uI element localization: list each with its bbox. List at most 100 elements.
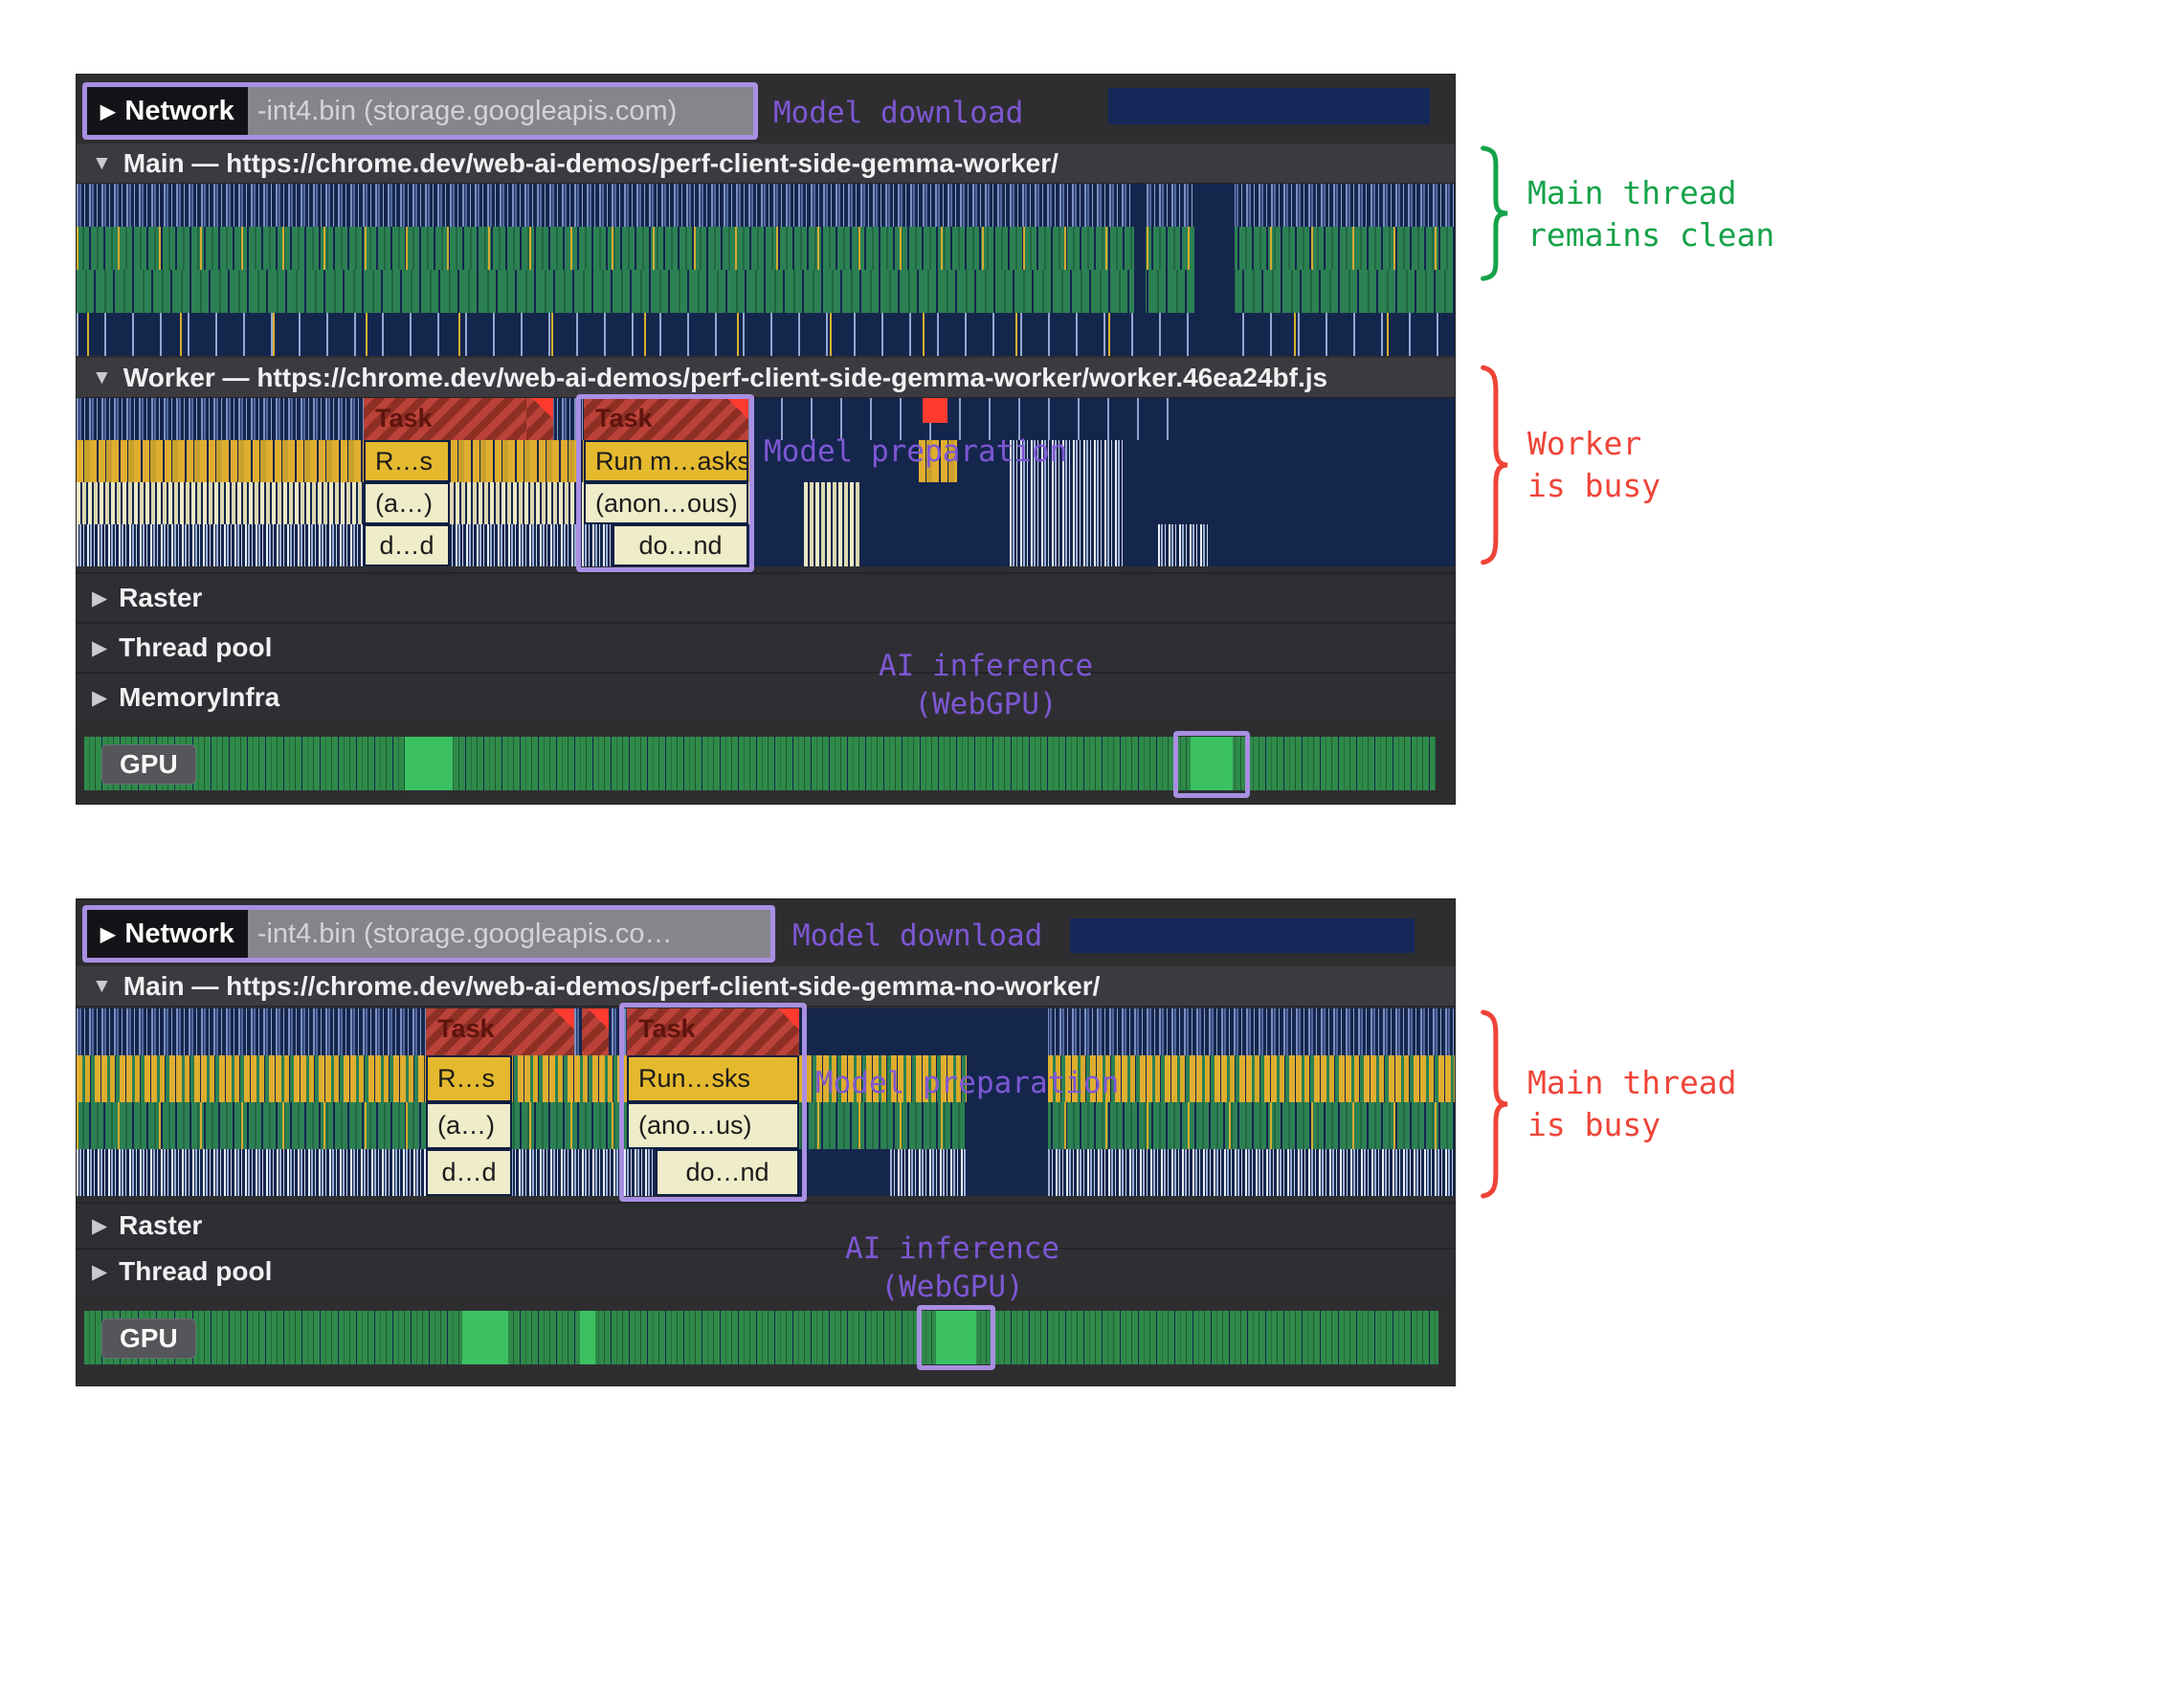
main-thread-busy-annotation: Main thread is busy: [1527, 1064, 1737, 1143]
main-track-title: Main — https://chrome.dev/web-ai-demos/p…: [123, 970, 1101, 1001]
thread-pool-track-label: Thread pool: [119, 632, 273, 662]
long-task-marker[interactable]: [582, 1008, 609, 1055]
worker-track-title: Worker — https://chrome.dev/web-ai-demos…: [123, 362, 1328, 392]
network-request-name: -int4.bin (storage.googleapis.co…: [256, 918, 673, 949]
function-block[interactable]: do…nd: [656, 1149, 799, 1196]
function-block[interactable]: d…d: [426, 1149, 512, 1196]
long-task-block[interactable]: Task: [627, 1008, 799, 1055]
worker-track-header[interactable]: ▼ Worker — https://chrome.dev/web-ai-dem…: [77, 358, 1455, 398]
thread-pool-track-header[interactable]: ▶ Thread pool: [77, 622, 1455, 672]
collapse-arrow-icon[interactable]: ▶: [92, 636, 108, 659]
thread-pool-track-header[interactable]: ▶ Thread pool: [77, 1248, 1455, 1294]
anonymous-block[interactable]: (anon…ous): [584, 482, 748, 524]
devtools-performance-panel-worker: ▶ Network -int4.bin (storage.googleapis.…: [77, 75, 1455, 804]
model-preparation-annotation: Model preparation: [764, 434, 1068, 469]
ai-inference-annotation: AI inference (WebGPU): [845, 1231, 1059, 1304]
long-task-block[interactable]: Task: [364, 398, 550, 440]
main-flame-row-3[interactable]: [77, 270, 1455, 313]
network-track-header[interactable]: ▶ Network -int4.bin (storage.googleapis.…: [87, 87, 753, 135]
green-brace: [1476, 145, 1512, 281]
collapse-arrow-icon[interactable]: ▶: [100, 923, 116, 945]
script-block[interactable]: Run…sks: [627, 1055, 799, 1102]
red-brace-worker: [1476, 364, 1512, 566]
worker-flame-chart[interactable]: Task R…s (a…) d…d Task Run m…asks (anon……: [77, 398, 1455, 566]
activity-cluster: [1010, 440, 1125, 566]
task-annotation-box: [619, 1003, 807, 1202]
idle-region: [799, 1149, 890, 1196]
collapse-arrow-icon[interactable]: ▶: [92, 587, 108, 609]
gpu-track-label[interactable]: GPU: [101, 1318, 196, 1359]
gpu-task-segment[interactable]: [580, 1311, 595, 1364]
gpu-annotation-box: [1173, 731, 1250, 798]
long-task-block[interactable]: Task: [584, 398, 748, 440]
main-track-header[interactable]: ▼ Main — https://chrome.dev/web-ai-demos…: [77, 144, 1455, 184]
ai-inference-annotation: AI inference (WebGPU): [879, 649, 1093, 721]
network-track-chip[interactable]: ▶ Network: [87, 87, 248, 135]
script-block[interactable]: R…s: [364, 440, 450, 482]
collapse-arrow-icon[interactable]: ▶: [92, 1260, 108, 1283]
network-track-row: ▶ Network -int4.bin (storage.googleapis.…: [77, 905, 1455, 964]
raster-track-header[interactable]: ▶ Raster: [77, 572, 1455, 622]
network-track-chip[interactable]: ▶ Network: [87, 910, 248, 958]
main-flame-chart[interactable]: Task R…s (a…) d…d Task Run…sks (ano…us) …: [77, 1008, 1455, 1196]
task-label: Task: [437, 1014, 495, 1043]
main-flame-row-4[interactable]: [77, 313, 1455, 356]
anonymous-block[interactable]: (a…): [426, 1102, 512, 1149]
function-block[interactable]: d…d: [364, 524, 450, 566]
main-thread-clean-annotation: Main thread remains clean: [1527, 174, 1775, 254]
long-task-marker: [923, 398, 947, 423]
activity-cluster: [804, 482, 861, 566]
raster-track-header[interactable]: ▶ Raster: [77, 1202, 1455, 1248]
script-block[interactable]: R…s: [426, 1055, 512, 1102]
network-track-label: Network: [124, 918, 234, 949]
activity-cluster: [1158, 524, 1211, 566]
expand-arrow-icon[interactable]: ▼: [92, 365, 112, 388]
main-track-title: Main — https://chrome.dev/web-ai-demos/p…: [123, 147, 1059, 178]
model-download-annotation: Model download: [773, 96, 1024, 130]
main-flame-chart[interactable]: [77, 184, 1455, 356]
red-brace-main: [1476, 1008, 1512, 1200]
network-request-bar[interactable]: [1108, 88, 1430, 124]
network-track-label: Network: [124, 95, 234, 126]
gpu-task-segment[interactable]: [462, 1311, 508, 1364]
collapse-arrow-icon[interactable]: ▶: [100, 100, 116, 122]
main-flame-row-2[interactable]: [77, 227, 1455, 270]
collapse-arrow-icon[interactable]: ▶: [92, 686, 108, 709]
idle-gap: [967, 1008, 1048, 1196]
main-flame-row-1[interactable]: [77, 184, 1455, 227]
expand-arrow-icon[interactable]: ▼: [92, 974, 112, 997]
network-track-header[interactable]: ▶ Network -int4.bin (storage.googleapis.…: [87, 910, 770, 958]
memory-infra-track-header[interactable]: ▶ MemoryInfra: [77, 672, 1455, 721]
expand-arrow-icon[interactable]: ▼: [92, 151, 112, 174]
model-download-annotation: Model download: [792, 919, 1043, 953]
main-track-header[interactable]: ▼ Main — https://chrome.dev/web-ai-demos…: [77, 966, 1455, 1007]
gpu-task-segment[interactable]: [405, 737, 453, 790]
task-label: Task: [375, 404, 433, 432]
task-label: Task: [638, 1014, 696, 1043]
network-request-bar[interactable]: [1070, 919, 1415, 953]
gpu-track-label[interactable]: GPU: [101, 744, 196, 785]
function-block[interactable]: do…nd: [613, 524, 748, 566]
activity-cluster: [919, 440, 957, 482]
long-task-marker[interactable]: [526, 398, 553, 440]
gpu-task-segment[interactable]: [936, 1311, 976, 1364]
idle-gap: [1134, 184, 1146, 313]
thread-pool-track-label: Thread pool: [119, 1256, 273, 1286]
collapse-arrow-icon[interactable]: ▶: [92, 1214, 108, 1237]
raster-track-label: Raster: [119, 583, 203, 612]
network-track-row: ▶ Network -int4.bin (storage.googleapis.…: [77, 82, 1455, 142]
network-request-name: -int4.bin (storage.googleapis.com): [256, 95, 678, 126]
script-block[interactable]: Run m…asks: [584, 440, 748, 482]
anonymous-block[interactable]: (ano…us): [627, 1102, 799, 1149]
gpu-activity-bar[interactable]: [84, 1311, 1438, 1364]
anonymous-block[interactable]: (a…): [364, 482, 450, 524]
gpu-task-segment[interactable]: [1191, 737, 1233, 790]
task-label: Task: [595, 404, 653, 432]
network-annotation-box: ▶ Network -int4.bin (storage.googleapis.…: [82, 905, 775, 963]
sparse-activity: [751, 398, 1192, 440]
gpu-activity-bar[interactable]: [84, 737, 1436, 790]
task-annotation-box: [576, 394, 754, 572]
long-task-block[interactable]: Task: [426, 1008, 574, 1055]
gpu-annotation-box: [917, 1305, 995, 1370]
